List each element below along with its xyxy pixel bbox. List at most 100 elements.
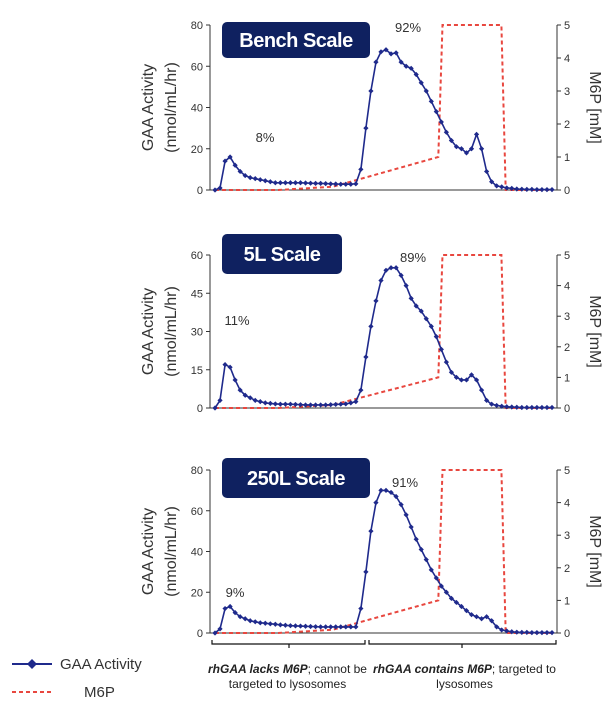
m6p-series-line xyxy=(215,24,552,191)
gaa-point xyxy=(307,623,314,630)
gaa-point xyxy=(338,401,344,407)
right-tick-label: 5 xyxy=(564,465,570,477)
gaa-point xyxy=(428,567,434,573)
gaa-point xyxy=(504,404,510,410)
gaa-point xyxy=(458,377,465,383)
gaa-point xyxy=(272,621,278,627)
scale-badge-label: Bench Scale xyxy=(239,30,353,52)
region-right-bold: rhGAA contains M6P xyxy=(373,662,492,676)
gaa-point xyxy=(524,404,530,411)
gaa-point xyxy=(423,88,429,94)
right-tick-label: 3 xyxy=(564,86,570,98)
gaa-point xyxy=(468,612,475,618)
gaa-point xyxy=(297,402,304,408)
gaa-point xyxy=(318,180,324,186)
gaa-point xyxy=(232,162,238,168)
right-tick-label: 1 xyxy=(564,372,570,384)
gaa-point xyxy=(353,624,359,630)
gaa-point xyxy=(287,401,294,407)
right-tick-label: 5 xyxy=(564,250,570,262)
gaa-point xyxy=(534,629,540,636)
gaa-point xyxy=(509,404,515,410)
left-tick-label: 80 xyxy=(191,465,203,477)
gaa-point xyxy=(312,402,319,408)
gaa-point xyxy=(333,401,339,408)
gaa-point xyxy=(458,146,465,152)
gaa-point xyxy=(302,180,309,186)
gaa-point xyxy=(307,402,314,408)
gaa-point xyxy=(247,175,253,181)
gaa-point xyxy=(428,323,434,329)
left-tick-label: 45 xyxy=(191,288,203,300)
gaa-point xyxy=(494,402,500,409)
gaa-point xyxy=(227,603,233,610)
gaa-point xyxy=(478,387,485,393)
gaa-point xyxy=(338,624,344,630)
scale-badge xyxy=(222,22,370,58)
y-axis-title-line1: GAA Activity xyxy=(140,508,157,595)
peak-percentage-label: 92% xyxy=(395,20,421,35)
gaa-point xyxy=(272,180,278,186)
gaa-point xyxy=(448,369,455,375)
gaa-point xyxy=(328,624,334,630)
gaa-point xyxy=(453,599,460,606)
gaa-point xyxy=(348,400,354,406)
legend-item-m6p: M6P xyxy=(12,678,142,706)
gaa-point xyxy=(539,404,545,411)
gaa-point xyxy=(287,623,294,629)
gaa-point xyxy=(529,186,535,192)
left-tick-label: 40 xyxy=(191,103,203,115)
right-tick-label: 1 xyxy=(564,595,570,607)
gaa-point xyxy=(408,524,414,530)
gaa-point xyxy=(358,387,364,393)
gaa-point xyxy=(328,181,334,187)
gaa-point xyxy=(323,402,329,408)
gaa-point xyxy=(307,180,314,186)
left-tick-label: 0 xyxy=(197,403,203,415)
y2-axis-title: M6P [mM] xyxy=(586,295,603,368)
left-tick-label: 0 xyxy=(197,628,203,640)
gaa-point xyxy=(534,186,540,193)
gaa-point xyxy=(348,181,354,187)
gaa-point xyxy=(413,303,419,309)
gaa-point xyxy=(398,59,404,65)
peak-percentage-label: 11% xyxy=(224,313,249,328)
right-tick-label: 2 xyxy=(564,342,570,354)
gaa-point xyxy=(267,179,273,185)
gaa-point xyxy=(212,630,218,636)
left-tick-label: 60 xyxy=(191,250,203,262)
left-tick-label: 40 xyxy=(191,547,203,559)
gaa-point xyxy=(398,502,404,508)
gaa-point xyxy=(448,595,455,601)
region-left-rest: ; cannot be targeted to lysosomes xyxy=(228,662,367,691)
gaa-point xyxy=(423,557,429,563)
gaa-point xyxy=(252,176,258,182)
gaa-point xyxy=(237,614,243,620)
gaa-point xyxy=(388,489,394,496)
region-right-rest: ; targeted to lysosomes xyxy=(436,662,556,691)
gaa-point xyxy=(413,71,419,78)
gaa-point xyxy=(433,109,439,115)
gaa-point xyxy=(287,180,294,186)
gaa-point xyxy=(443,589,449,595)
region-bracket-left xyxy=(211,640,366,645)
panel-3: 0 20 40 60 80 0 1 2 3 4 5 GAA Activity (nmol/mL/hr) M… xyxy=(140,458,603,640)
gaa-point xyxy=(282,180,289,186)
gaa-point xyxy=(494,183,500,189)
gaa-point xyxy=(458,603,465,610)
gaa-point xyxy=(358,166,364,172)
y-axis-title-line2: (nmol/mL/hr) xyxy=(163,286,180,377)
gaa-point xyxy=(383,47,389,53)
gaa-point xyxy=(237,168,243,175)
gaa-point xyxy=(433,575,439,581)
gaa-point xyxy=(343,401,349,407)
gaa-point xyxy=(519,186,525,192)
gaa-point xyxy=(383,487,389,493)
scale-badge-label: 250L Scale xyxy=(247,468,345,490)
gaa-series-line xyxy=(214,48,552,191)
y2-axis-title: M6P [mM] xyxy=(586,515,603,588)
gaa-point xyxy=(393,493,399,500)
left-tick-label: 15 xyxy=(191,365,203,377)
gaa-point xyxy=(363,354,369,360)
